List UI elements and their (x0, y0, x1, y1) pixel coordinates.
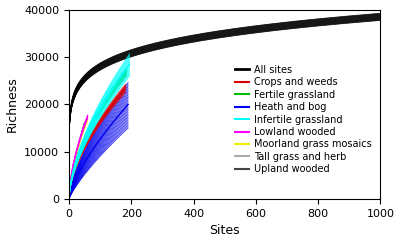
Y-axis label: Richness: Richness (6, 77, 18, 132)
X-axis label: Sites: Sites (209, 225, 240, 237)
Legend: All sites, Crops and weeds, Fertile grassland, Heath and bog, Infertile grasslan: All sites, Crops and weeds, Fertile gras… (231, 61, 376, 178)
